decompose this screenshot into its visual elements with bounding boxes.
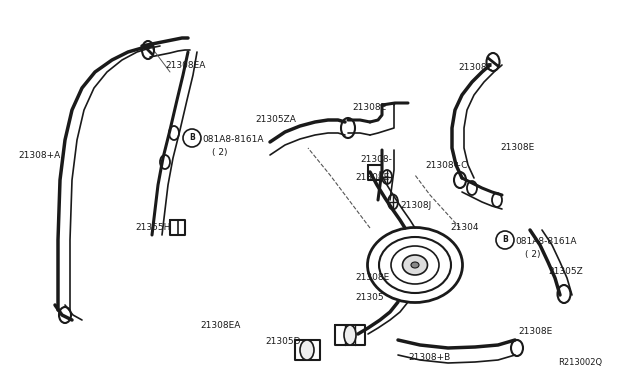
Text: 21305Z: 21305Z bbox=[548, 267, 583, 276]
Text: 21308E: 21308E bbox=[458, 64, 492, 73]
Text: 21308EA: 21308EA bbox=[165, 61, 205, 70]
Circle shape bbox=[496, 231, 514, 249]
Ellipse shape bbox=[403, 255, 428, 275]
Text: 21308EA: 21308EA bbox=[200, 321, 241, 330]
Ellipse shape bbox=[300, 340, 314, 360]
Circle shape bbox=[183, 129, 201, 147]
Text: ( 2): ( 2) bbox=[212, 148, 227, 157]
Ellipse shape bbox=[344, 325, 356, 345]
Text: 21305ZA: 21305ZA bbox=[255, 115, 296, 125]
Text: 21308+C: 21308+C bbox=[425, 160, 467, 170]
Text: B: B bbox=[189, 134, 195, 142]
Text: 21308+A: 21308+A bbox=[18, 151, 60, 160]
Text: 21308E: 21308E bbox=[355, 273, 389, 282]
Text: 21308+B: 21308+B bbox=[408, 353, 451, 362]
Text: B: B bbox=[502, 235, 508, 244]
Text: 21308E: 21308E bbox=[500, 144, 534, 153]
Text: ( 2): ( 2) bbox=[525, 250, 541, 259]
Text: 081A8-8161A: 081A8-8161A bbox=[202, 135, 264, 144]
Text: 21305D: 21305D bbox=[265, 337, 301, 346]
Ellipse shape bbox=[411, 262, 419, 268]
Text: 21308E: 21308E bbox=[352, 103, 387, 112]
Text: 21308E: 21308E bbox=[518, 327, 552, 337]
Text: 21308E: 21308E bbox=[355, 173, 389, 182]
Text: 21308-: 21308- bbox=[360, 155, 392, 164]
Text: 21305: 21305 bbox=[355, 294, 383, 302]
Text: R213002Q: R213002Q bbox=[558, 357, 602, 366]
Text: 21355H: 21355H bbox=[135, 224, 170, 232]
Text: 21308J: 21308J bbox=[400, 201, 431, 209]
Text: 21304: 21304 bbox=[450, 224, 479, 232]
Text: 081A8-8161A: 081A8-8161A bbox=[515, 237, 577, 247]
